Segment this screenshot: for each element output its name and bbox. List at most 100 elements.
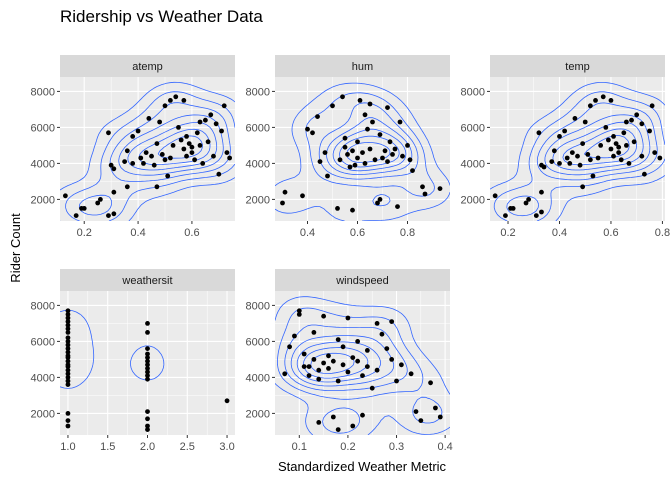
y-tick-label: 4000 <box>246 158 270 170</box>
chart-title: Ridership vs Weather Data <box>60 7 263 26</box>
data-point <box>575 153 580 159</box>
data-point <box>492 193 498 199</box>
data-point <box>167 98 173 103</box>
data-point <box>337 157 343 163</box>
data-point <box>108 162 114 168</box>
data-point <box>221 103 227 109</box>
data-point <box>564 155 570 161</box>
data-point <box>143 150 149 156</box>
data-point <box>350 207 355 213</box>
data-point <box>200 161 206 166</box>
data-point <box>149 153 154 159</box>
data-point <box>135 128 141 134</box>
data-point <box>65 353 71 359</box>
scatter-points <box>492 94 663 219</box>
facet-strip-label: hum <box>352 61 373 73</box>
data-point <box>145 376 150 382</box>
data-point <box>157 119 163 125</box>
x-tick-label: 0.2 <box>77 227 92 239</box>
density-contour-line <box>275 82 450 221</box>
data-point <box>551 148 557 154</box>
data-point <box>389 319 395 324</box>
data-point <box>385 105 390 110</box>
data-point <box>145 362 150 368</box>
x-tick-label: 0.4 <box>437 441 452 453</box>
data-point <box>639 153 645 159</box>
data-point <box>213 121 219 127</box>
y-tick-label: 2000 <box>31 408 55 420</box>
data-point <box>97 197 103 202</box>
data-point <box>321 313 327 319</box>
data-point <box>65 411 71 416</box>
data-point <box>629 117 634 123</box>
data-point <box>167 155 173 161</box>
data-point <box>536 130 542 136</box>
panel-background <box>60 77 235 221</box>
x-tick-label: 1.0 <box>60 441 75 453</box>
data-point <box>184 134 189 139</box>
data-point <box>65 319 71 324</box>
data-point <box>572 116 578 121</box>
data-point <box>205 139 211 145</box>
data-point <box>316 420 322 425</box>
data-point <box>322 150 328 156</box>
data-point <box>420 184 425 190</box>
data-point <box>647 128 652 134</box>
data-point <box>616 150 622 156</box>
facet-panel-atemp: atemp 2000 4000 6000 8000 0.2 0.4 0.6 <box>31 55 235 239</box>
data-point <box>374 321 380 326</box>
data-point <box>382 148 388 154</box>
facet-strip-windspeed <box>275 269 450 291</box>
data-point <box>316 376 322 382</box>
data-point <box>216 171 222 177</box>
data-point <box>146 116 152 121</box>
data-point <box>330 103 335 109</box>
data-point <box>603 125 609 130</box>
data-point <box>106 130 111 136</box>
density-contour-line <box>506 102 658 217</box>
data-point <box>335 337 341 342</box>
data-point <box>428 380 433 386</box>
x-tick-label: 0.8 <box>655 227 670 239</box>
data-point <box>340 94 345 100</box>
x-tick-label: 2.0 <box>140 441 155 453</box>
facet-strip-label: atemp <box>132 61 163 73</box>
data-point <box>197 143 203 148</box>
data-point <box>141 161 146 166</box>
data-point <box>618 157 624 163</box>
data-point <box>600 94 606 100</box>
data-point <box>407 157 413 163</box>
data-point <box>173 94 179 100</box>
data-point <box>145 321 150 326</box>
density-contour-line <box>490 82 665 221</box>
data-point <box>605 137 611 143</box>
facet-panel-windspeed: windspeed 2000 4000 6000 8000 0.1 0.2 0.3 0.4 <box>246 269 453 453</box>
data-point <box>316 367 322 373</box>
data-point <box>301 364 307 369</box>
data-point <box>384 346 390 351</box>
data-point <box>652 150 658 156</box>
data-point <box>385 159 390 165</box>
data-point <box>65 346 71 351</box>
data-point <box>369 385 375 391</box>
data-point <box>616 144 622 150</box>
data-point <box>587 157 593 163</box>
data-point <box>355 358 361 364</box>
data-point <box>394 378 399 384</box>
data-point <box>395 204 400 210</box>
scatter-points <box>62 94 233 219</box>
data-point <box>145 346 150 351</box>
data-point <box>510 206 516 211</box>
data-point <box>397 119 403 125</box>
data-point <box>549 159 555 165</box>
data-point <box>437 414 443 420</box>
data-point <box>65 339 71 344</box>
data-point <box>145 409 150 414</box>
data-point <box>282 371 288 377</box>
data-point <box>590 173 596 179</box>
data-point <box>95 200 101 206</box>
data-point <box>111 189 117 195</box>
data-point <box>326 353 331 359</box>
y-tick-label: 6000 <box>461 122 485 134</box>
data-point <box>634 112 640 118</box>
